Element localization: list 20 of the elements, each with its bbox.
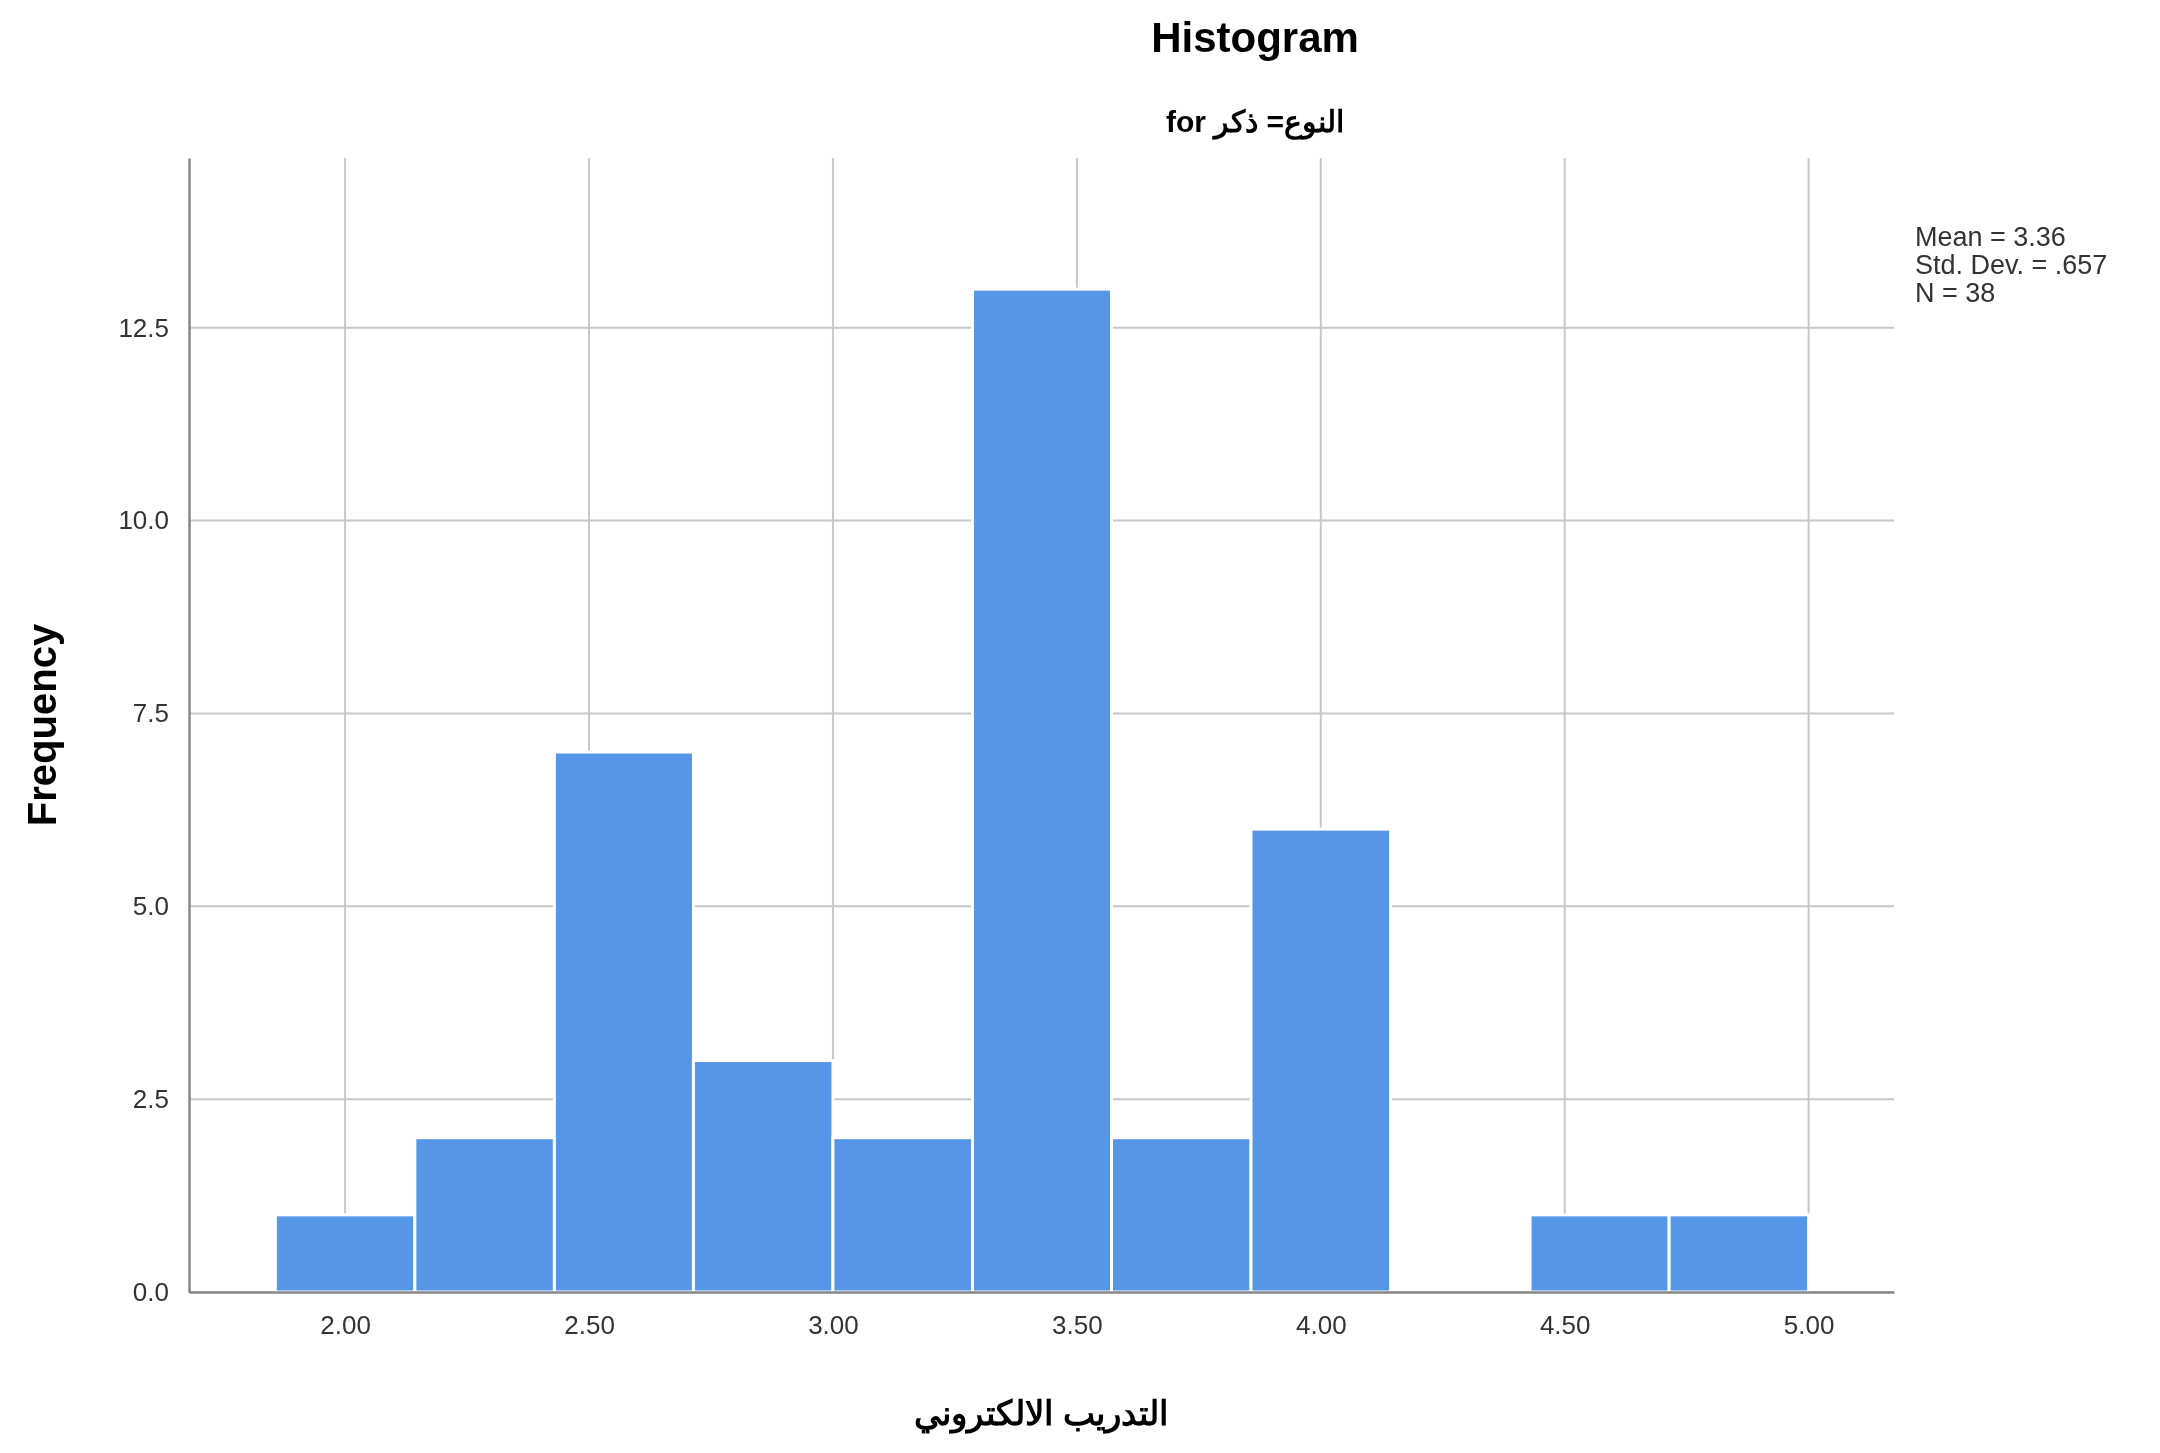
y-tick-label: 10.0: [118, 505, 169, 536]
x-tick-label: 2.50: [564, 1310, 615, 1341]
text: Mean = 3.36: [1915, 222, 2066, 252]
chart-title: Histogram: [1151, 14, 1359, 61]
x-tick-label: 3.50: [1052, 1310, 1103, 1341]
text: Std. Dev. = .657: [1915, 250, 2108, 280]
y-tick-label: 7.5: [132, 698, 169, 729]
x-tick-label: 5.00: [1783, 1310, 1835, 1341]
y-tick-label: 5.0: [132, 891, 169, 922]
y-axis-title: Frequency: [20, 623, 64, 827]
y-tick-label: 2.5: [132, 1083, 169, 1114]
x-tick-label: 2.00: [320, 1310, 371, 1341]
x-tick-label: 3.00: [808, 1310, 859, 1341]
y-tick-label: 12.5: [118, 312, 169, 343]
x-tick-label: 4.00: [1295, 1310, 1347, 1341]
x-tick-label: 4.50: [1539, 1310, 1591, 1341]
text: N = 38: [1915, 278, 1996, 308]
y-tick-label: 0.0: [132, 1276, 169, 1307]
chart-subtitle: for النوع= ذكر: [1165, 105, 1345, 140]
x-axis-title: التدريب الالكتروني: [914, 1394, 1168, 1434]
